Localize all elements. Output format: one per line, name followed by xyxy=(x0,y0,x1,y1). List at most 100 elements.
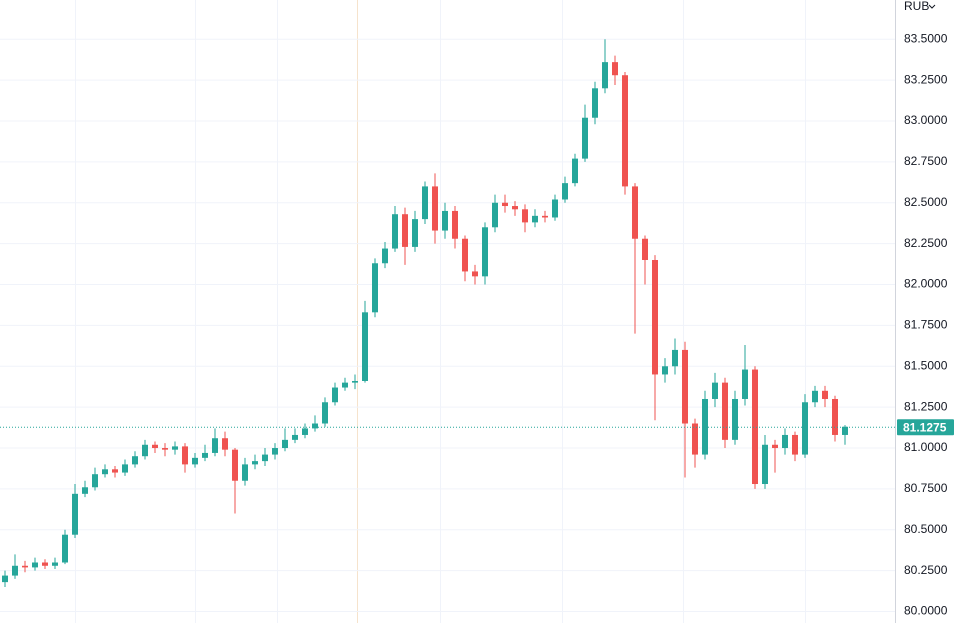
candle-body xyxy=(122,464,128,473)
candle-body xyxy=(232,449,238,481)
candle-body xyxy=(612,62,618,76)
candle-body xyxy=(22,565,28,568)
candle-body xyxy=(602,62,608,89)
y-tick-label: 83.5000 xyxy=(904,31,948,45)
currency-label[interactable]: RUB xyxy=(904,0,929,13)
y-tick-label: 81.2500 xyxy=(904,399,948,413)
candle-body xyxy=(712,382,718,399)
candle-body xyxy=(542,215,548,218)
candle-body xyxy=(52,562,58,566)
candle-body xyxy=(162,448,168,450)
candle-body xyxy=(462,238,468,272)
candle-body xyxy=(512,206,518,210)
candle-body xyxy=(252,461,258,465)
candle-body xyxy=(562,183,568,200)
candle-body xyxy=(242,464,248,481)
candle-body xyxy=(442,210,448,231)
candle-body xyxy=(662,366,668,375)
candle-body xyxy=(652,259,658,375)
candle-body xyxy=(682,349,688,424)
candle-body xyxy=(192,457,198,465)
candle-body xyxy=(72,493,78,535)
y-tick-label: 82.2500 xyxy=(904,236,948,250)
candle-body xyxy=(812,390,818,403)
candle-body xyxy=(212,438,218,453)
candle-body xyxy=(672,349,678,367)
y-tick-label: 82.0000 xyxy=(904,277,948,291)
candle-body xyxy=(312,423,318,429)
candle-body xyxy=(422,186,428,220)
candle-body xyxy=(202,452,208,458)
candle-body xyxy=(692,423,698,455)
candle-body xyxy=(102,469,108,475)
grid xyxy=(0,0,895,623)
y-tick-label: 81.7500 xyxy=(904,318,948,332)
candle-body xyxy=(272,448,278,455)
y-tick-label: 83.0000 xyxy=(904,113,948,127)
last-price-label: 81.1275 xyxy=(903,420,947,434)
candle-body xyxy=(172,446,178,450)
candle-body xyxy=(732,398,738,440)
candle-body xyxy=(2,575,8,583)
candle-body xyxy=(752,369,758,485)
candle-body xyxy=(362,312,368,381)
candle-body xyxy=(352,380,358,383)
candle-body xyxy=(132,456,138,465)
candle-body xyxy=(302,428,308,435)
y-tick-label: 81.0000 xyxy=(904,440,948,454)
candle-body xyxy=(632,186,638,239)
candle-body xyxy=(492,202,498,228)
candle-body xyxy=(12,565,18,576)
candles xyxy=(2,39,848,588)
y-tick-label: 80.7500 xyxy=(904,481,948,495)
candle-body xyxy=(722,382,728,440)
candle-body xyxy=(392,214,398,249)
y-tick-label: 82.7500 xyxy=(904,154,948,168)
candle-body xyxy=(552,199,558,218)
y-tick-label: 80.0000 xyxy=(904,604,948,618)
candle-body xyxy=(292,434,298,440)
candle-body xyxy=(642,238,648,260)
candle-body xyxy=(842,426,848,435)
candle-body xyxy=(152,444,158,449)
y-tick-label: 83.2500 xyxy=(904,72,948,86)
candle-body xyxy=(112,469,118,473)
candle-body xyxy=(342,382,348,388)
candle-body xyxy=(372,263,378,313)
candle-body xyxy=(332,387,338,403)
candle-body xyxy=(592,88,598,118)
candle-body xyxy=(412,219,418,247)
candle-body xyxy=(282,439,288,449)
candle-body xyxy=(182,446,188,465)
candle-body xyxy=(532,215,538,223)
candle-body xyxy=(402,214,408,247)
candle-body xyxy=(502,202,508,207)
y-tick-label: 80.5000 xyxy=(904,522,948,536)
candle-body xyxy=(582,117,588,159)
candle-body xyxy=(382,248,388,264)
candle-body xyxy=(622,75,628,187)
candle-body xyxy=(822,390,828,399)
candle-body xyxy=(142,444,148,457)
candle-body xyxy=(92,474,98,488)
candle-body xyxy=(262,454,268,462)
candle-body xyxy=(762,444,768,485)
candle-body xyxy=(742,369,748,399)
y-tick-label: 82.5000 xyxy=(904,195,948,209)
candle-body xyxy=(772,444,778,449)
candle-body xyxy=(522,209,528,223)
candle-body xyxy=(432,186,438,231)
currency-chevron[interactable] xyxy=(928,4,936,9)
candle-body xyxy=(572,158,578,184)
candle-body xyxy=(62,534,68,563)
candle-body xyxy=(782,434,788,449)
candle-body xyxy=(452,210,458,239)
candle-body xyxy=(82,487,88,494)
candle-body xyxy=(802,402,808,455)
candle-body xyxy=(42,562,48,566)
candle-body xyxy=(792,434,798,455)
candle-body xyxy=(472,271,478,277)
candle-body xyxy=(482,227,488,277)
